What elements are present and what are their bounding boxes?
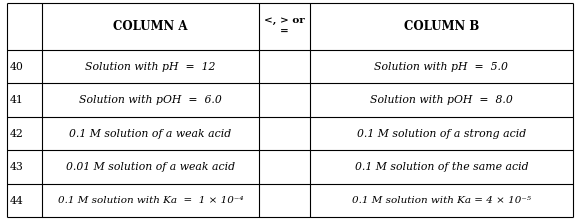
Text: COLUMN B: COLUMN B: [404, 20, 479, 33]
Text: 44: 44: [10, 196, 24, 206]
Text: 0.01 M solution of a weak acid: 0.01 M solution of a weak acid: [66, 162, 235, 172]
Text: 0.1 M solution with Ka  =  1 × 10⁻⁴: 0.1 M solution with Ka = 1 × 10⁻⁴: [58, 196, 243, 205]
Text: 41: 41: [10, 95, 24, 105]
Text: 43: 43: [10, 162, 24, 172]
Text: 0.1 M solution of a weak acid: 0.1 M solution of a weak acid: [70, 129, 231, 139]
Text: Solution with pH  =  12: Solution with pH = 12: [85, 62, 216, 72]
Text: Solution with pOH  =  6.0: Solution with pOH = 6.0: [79, 95, 222, 105]
Text: Solution with pOH  =  8.0: Solution with pOH = 8.0: [370, 95, 513, 105]
Text: 40: 40: [10, 62, 24, 72]
Text: 0.1 M solution of a strong acid: 0.1 M solution of a strong acid: [357, 129, 526, 139]
Text: Solution with pH  =  5.0: Solution with pH = 5.0: [375, 62, 508, 72]
Text: 0.1 M solution of the same acid: 0.1 M solution of the same acid: [354, 162, 528, 172]
Text: <, > or
=: <, > or =: [264, 16, 305, 36]
Text: COLUMN A: COLUMN A: [113, 20, 188, 33]
Text: 0.1 M solution with Ka = 4 × 10⁻⁵: 0.1 M solution with Ka = 4 × 10⁻⁵: [352, 196, 531, 205]
Text: 42: 42: [10, 129, 24, 139]
